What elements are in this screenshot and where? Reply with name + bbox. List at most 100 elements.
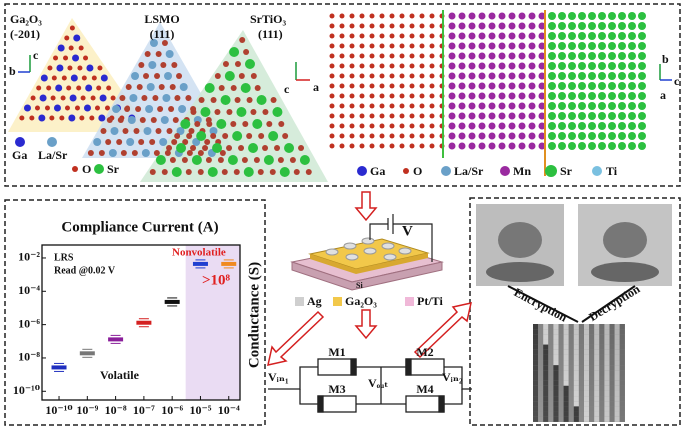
atom — [478, 72, 486, 80]
atom — [468, 142, 476, 150]
atom — [598, 42, 606, 50]
atom — [143, 73, 150, 79]
noise-pixel — [543, 349, 549, 355]
atom — [389, 33, 395, 39]
atom — [174, 133, 181, 139]
noise-pixel — [594, 416, 600, 422]
atom — [588, 52, 596, 60]
atom — [488, 12, 496, 20]
atom — [578, 62, 586, 70]
noise-pixel — [578, 370, 584, 376]
noise-pixel — [584, 324, 590, 330]
noise-pixel — [568, 406, 574, 412]
noise-pixel — [619, 375, 625, 381]
memristor-label: M2 — [416, 345, 433, 359]
noise-pixel — [619, 329, 625, 335]
atom — [83, 104, 91, 112]
atom — [638, 132, 646, 140]
noise-pixel — [619, 354, 625, 361]
atom — [598, 82, 606, 90]
noise-pixel — [553, 365, 559, 371]
atom — [448, 82, 456, 90]
noise-pixel — [563, 344, 569, 350]
noise-pixel — [548, 396, 554, 402]
atom — [369, 13, 375, 19]
atom — [269, 169, 276, 175]
noise-pixel — [609, 339, 615, 345]
noise-pixel — [558, 324, 564, 330]
atom — [349, 143, 355, 149]
legend-label: Ga — [12, 148, 27, 162]
atom — [222, 133, 229, 139]
noise-pixel — [594, 380, 600, 386]
atom — [548, 12, 556, 20]
atom — [638, 72, 646, 80]
atom — [588, 22, 596, 30]
atom — [57, 44, 65, 52]
noise-pixel — [599, 334, 605, 340]
atom — [106, 117, 113, 123]
atom — [538, 62, 546, 70]
atom — [538, 112, 546, 120]
atom — [498, 132, 506, 140]
legend-label: Ga — [370, 164, 385, 178]
atom — [458, 62, 466, 70]
noise-pixel — [599, 375, 605, 381]
axis-label: c — [33, 48, 39, 62]
atom — [389, 83, 395, 89]
atom — [329, 43, 335, 49]
atom — [578, 12, 586, 20]
atom — [409, 43, 415, 49]
atom — [399, 43, 405, 49]
atom — [468, 132, 476, 140]
atom — [227, 155, 238, 165]
atom — [628, 92, 636, 100]
atom — [618, 92, 626, 100]
noise-pixel — [538, 385, 544, 391]
atom — [359, 33, 365, 39]
atom — [468, 112, 476, 120]
box — [136, 318, 152, 328]
atom — [498, 122, 506, 130]
atom — [518, 142, 526, 150]
noise-pixel — [538, 375, 544, 381]
noise-pixel — [609, 349, 615, 355]
atom — [232, 131, 243, 141]
noise-pixel — [599, 354, 605, 361]
atom — [448, 92, 456, 100]
atom — [339, 133, 345, 139]
atom — [558, 102, 566, 110]
atom — [359, 133, 365, 139]
atom — [49, 115, 55, 121]
atom — [47, 65, 53, 71]
noise-pixel — [553, 390, 559, 397]
atom — [174, 95, 181, 101]
noise-pixel — [594, 360, 600, 366]
atom — [166, 128, 173, 134]
noise-pixel — [578, 385, 584, 391]
noise-pixel — [609, 390, 615, 397]
noise-pixel — [573, 339, 579, 345]
noise-pixel — [589, 334, 595, 340]
atom — [389, 23, 395, 29]
atom — [236, 107, 247, 117]
noise-pixel — [584, 416, 590, 422]
atom — [409, 103, 415, 109]
atom — [538, 82, 546, 90]
atom — [399, 53, 405, 59]
atom — [244, 59, 255, 69]
legend-label: La/Sr — [454, 164, 484, 178]
atom — [256, 95, 267, 105]
noise-pixel — [573, 406, 579, 412]
atom — [329, 63, 335, 69]
atom — [508, 22, 516, 30]
atom — [409, 83, 415, 89]
noise-pixel — [614, 360, 620, 366]
noise-pixel — [543, 334, 549, 340]
atom — [359, 13, 365, 19]
atom — [149, 39, 158, 47]
atom — [359, 73, 365, 79]
noise-pixel — [578, 375, 584, 381]
atom — [419, 13, 425, 19]
atom — [558, 82, 566, 90]
